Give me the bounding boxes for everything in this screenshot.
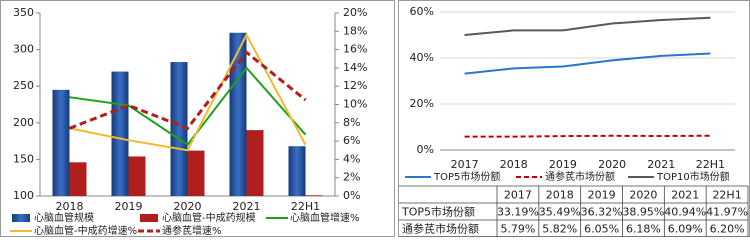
legend-label: 通参芪市场份额: [545, 170, 615, 183]
panel-border: [0, 0, 395, 237]
y2-tick-label: 10%: [343, 98, 367, 111]
table-cell: 35.49%: [539, 206, 581, 219]
table-header: 2019: [588, 189, 616, 202]
y2-tick-label: 16%: [343, 43, 367, 56]
series-line: [69, 32, 307, 152]
bar: [170, 62, 188, 196]
y-tick-label: 60%: [410, 5, 434, 18]
x-tick-label: 2020: [598, 158, 626, 171]
x-tick-label: 22H1: [696, 158, 725, 171]
x-tick-label: 2018: [500, 158, 528, 171]
legend-swatch: [12, 214, 30, 222]
bar: [69, 162, 87, 196]
y2-tick-label: 4%: [343, 152, 360, 165]
legend-label: 心脑血管-中成药增速%: [34, 224, 137, 237]
bar: [229, 32, 247, 196]
y2-tick-label: 20%: [343, 6, 367, 19]
series-line: [69, 66, 307, 147]
table-cell: 6.18%: [626, 223, 661, 236]
table-header: 2020: [629, 189, 657, 202]
series-line: [464, 134, 711, 138]
series-line: [464, 52, 711, 75]
x-tick-label: 2019: [549, 158, 577, 171]
bar: [128, 156, 146, 196]
bar: [246, 130, 264, 196]
x-tick-label: 2020: [174, 200, 202, 213]
y2-tick-label: 6%: [343, 134, 360, 147]
legend-swatch: [140, 214, 158, 222]
x-tick-label: 2017: [451, 158, 479, 171]
y-tick-label: 350: [13, 6, 34, 19]
y-tick-label: 200: [13, 116, 34, 129]
legend-label: 心脑血管增速%: [290, 211, 360, 224]
table-cell: 5.79%: [500, 223, 535, 236]
x-tick-label: 22H1: [291, 200, 320, 213]
y-tick-label: 40%: [410, 51, 434, 64]
table-cell: 38.95%: [622, 206, 664, 219]
y-tick-label: 0%: [417, 143, 434, 156]
series-line: [68, 50, 307, 131]
y2-tick-label: 14%: [343, 61, 367, 74]
bar: [288, 146, 306, 196]
y2-tick-label: 2%: [343, 171, 360, 184]
legend-label: 通参芪增速%: [162, 224, 222, 237]
bar: [187, 150, 205, 196]
bar: [52, 89, 70, 196]
table-header: 22H1: [712, 189, 741, 202]
y-tick-label: 150: [13, 152, 34, 165]
y2-tick-label: 8%: [343, 116, 360, 129]
x-tick-label: 2018: [56, 200, 84, 213]
legend-label: TOP10市场份额: [656, 170, 730, 183]
x-tick-label: 2019: [115, 200, 143, 213]
table-cell: 41.97%: [706, 206, 748, 219]
y2-tick-label: 12%: [343, 79, 367, 92]
table-cell: 36.32%: [581, 206, 623, 219]
table-cell: 5.82%: [542, 223, 577, 236]
table-cell: 40.94%: [664, 206, 706, 219]
table-row-label: TOP5市场份额: [401, 205, 475, 219]
table-cell: 6.05%: [584, 223, 619, 236]
legend-label: TOP5市场份额: [433, 170, 500, 183]
y2-tick-label: 18%: [343, 24, 367, 37]
y-tick-label: 300: [13, 43, 34, 56]
bar: [111, 71, 129, 196]
bar: [305, 195, 323, 196]
table-header: 2021: [671, 189, 699, 202]
table-row-label: 通参芪市场份额: [402, 222, 479, 236]
table-cell: 6.09%: [668, 223, 703, 236]
series-line: [464, 16, 711, 36]
x-tick-label: 2021: [233, 200, 261, 213]
table-cell: 6.20%: [710, 223, 745, 236]
y-tick-label: 100: [13, 189, 34, 202]
legend-label: 心脑血管-中成药规模: [162, 211, 256, 224]
y-tick-label: 20%: [410, 97, 434, 110]
table-cell: 33.19%: [497, 206, 539, 219]
table-header: 2018: [546, 189, 574, 202]
y-tick-label: 250: [13, 79, 34, 92]
y2-tick-label: 0%: [343, 189, 360, 202]
legend-label: 心脑血管规模: [34, 211, 94, 224]
x-tick-label: 2021: [647, 158, 675, 171]
table-header: 2017: [504, 189, 532, 202]
